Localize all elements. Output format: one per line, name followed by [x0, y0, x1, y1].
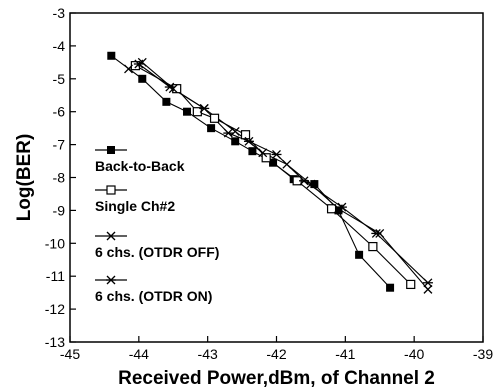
legend-label: 6 chs. (OTDR ON) — [95, 288, 212, 304]
y-tick-label: -5 — [53, 71, 66, 87]
data-point — [282, 159, 292, 169]
data-point — [138, 74, 147, 83]
legend-marker — [106, 185, 116, 195]
legend-item: Back-to-Back — [95, 146, 185, 174]
data-point — [223, 128, 234, 138]
legend-item: Single Ch#2 — [95, 185, 175, 214]
y-tick-label: -6 — [53, 104, 66, 120]
tick-layer: -45 -44 -43 -42 -41 -40 -39 -13 -12 -11 -10 -9 -8 -7 -… — [45, 5, 493, 362]
data-point — [207, 124, 216, 133]
x-tick-label: -39 — [473, 346, 493, 362]
data-point — [299, 176, 310, 186]
series-line-3 — [138, 63, 429, 284]
series-markers-layer — [107, 51, 433, 294]
data-point — [326, 204, 337, 214]
data-point — [406, 279, 416, 290]
y-tick-label: -4 — [53, 38, 66, 54]
x-tick-label: -44 — [129, 346, 149, 362]
data-point — [162, 97, 171, 106]
data-point — [423, 284, 433, 294]
data-point — [248, 147, 257, 156]
data-point — [355, 250, 364, 259]
legend-label: Single Ch#2 — [95, 198, 175, 214]
x-axis-title: Received Power,dBm, of Channel 2 — [118, 368, 435, 389]
legend-marker — [106, 231, 116, 241]
legend-item: 6 chs. (OTDR ON) — [95, 275, 212, 304]
data-point — [124, 64, 133, 74]
y-tick-label: -11 — [46, 268, 65, 284]
legend-label: 6 chs. (OTDR OFF) — [95, 244, 219, 260]
data-point — [209, 113, 220, 123]
data-point — [371, 228, 382, 238]
x-tick-label: -40 — [404, 346, 424, 362]
y-tick-label: -9 — [53, 202, 66, 218]
data-point — [310, 180, 319, 189]
data-point — [336, 202, 347, 212]
legend-marker — [107, 146, 115, 154]
data-point — [269, 158, 278, 167]
data-point — [243, 136, 254, 146]
legend-marker — [106, 275, 116, 285]
data-point — [422, 278, 433, 288]
data-point — [133, 59, 144, 69]
y-tick-label: -7 — [53, 137, 66, 153]
data-point — [231, 137, 240, 146]
plot-frame — [69, 12, 484, 343]
data-point — [258, 148, 268, 158]
x-tick-label: -41 — [335, 346, 355, 362]
y-axis-title: Log(BER) — [14, 134, 35, 222]
data-point — [183, 107, 192, 116]
data-point — [368, 241, 378, 252]
legend-item: 6 chs. (OTDR OFF) — [95, 231, 219, 260]
x-tick-label: -45 — [60, 346, 80, 362]
data-point — [261, 153, 271, 163]
y-tick-label: -12 — [45, 301, 65, 317]
series-line-1 — [135, 65, 412, 285]
data-point — [107, 51, 116, 60]
y-tick-label: -13 — [45, 334, 65, 350]
data-point — [271, 150, 282, 159]
x-tick-label: -42 — [266, 346, 286, 362]
y-tick-label: -10 — [45, 235, 65, 251]
x-tick-label: -43 — [198, 346, 218, 362]
legend: Back-to-Back Single Ch#2 6 chs. (OTDR OFF)… — [95, 146, 219, 304]
legend-label: Back-to-Back — [95, 158, 185, 174]
y-tick-label: -3 — [53, 5, 66, 21]
data-point — [230, 126, 240, 136]
data-point — [164, 82, 175, 92]
data-point — [386, 283, 395, 292]
data-point — [199, 103, 210, 113]
y-tick-label: -8 — [53, 170, 66, 186]
